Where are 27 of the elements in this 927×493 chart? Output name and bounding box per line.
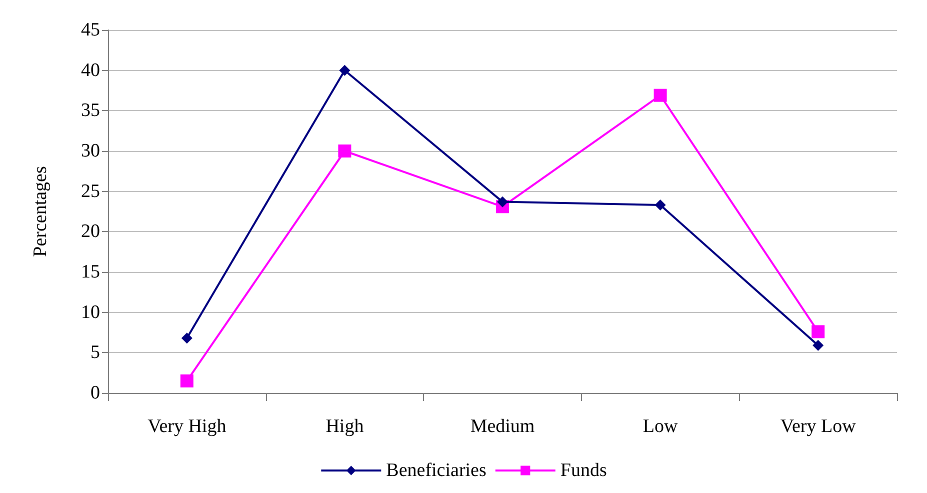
legend-label: Funds	[560, 460, 607, 481]
point	[338, 144, 352, 158]
point	[180, 374, 194, 388]
point	[181, 332, 192, 344]
point	[339, 64, 350, 76]
point	[812, 340, 824, 351]
y-tick-label: 30	[81, 140, 100, 162]
y-axis-title: Percentages	[30, 166, 51, 257]
point	[812, 325, 825, 338]
y-tick-label: 35	[81, 100, 100, 122]
y-tick-label: 15	[81, 262, 100, 282]
point	[654, 200, 666, 211]
y-tick-label: 45	[81, 20, 100, 40]
legend-label: Beneficiaries	[386, 460, 486, 481]
y-tick-label: 20	[81, 221, 100, 242]
y-tick-label: 0	[90, 382, 100, 404]
x-tick-label: Medium	[470, 416, 535, 437]
x-tick-label: Very Low	[780, 416, 856, 437]
y-tick-label: 10	[81, 302, 100, 323]
y-tick-label: 40	[81, 60, 100, 81]
y-tick-label: 5	[90, 342, 100, 364]
x-tick-label: Low	[642, 416, 678, 437]
y-tick-label: 25	[81, 180, 100, 202]
x-tick-label: Very High	[148, 416, 227, 437]
point	[654, 88, 667, 102]
x-tick-label: High	[326, 416, 364, 437]
point	[497, 196, 508, 208]
